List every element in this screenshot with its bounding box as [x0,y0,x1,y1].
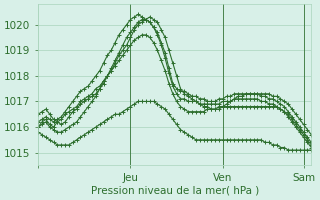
X-axis label: Pression niveau de la mer( hPa ): Pression niveau de la mer( hPa ) [91,186,259,196]
